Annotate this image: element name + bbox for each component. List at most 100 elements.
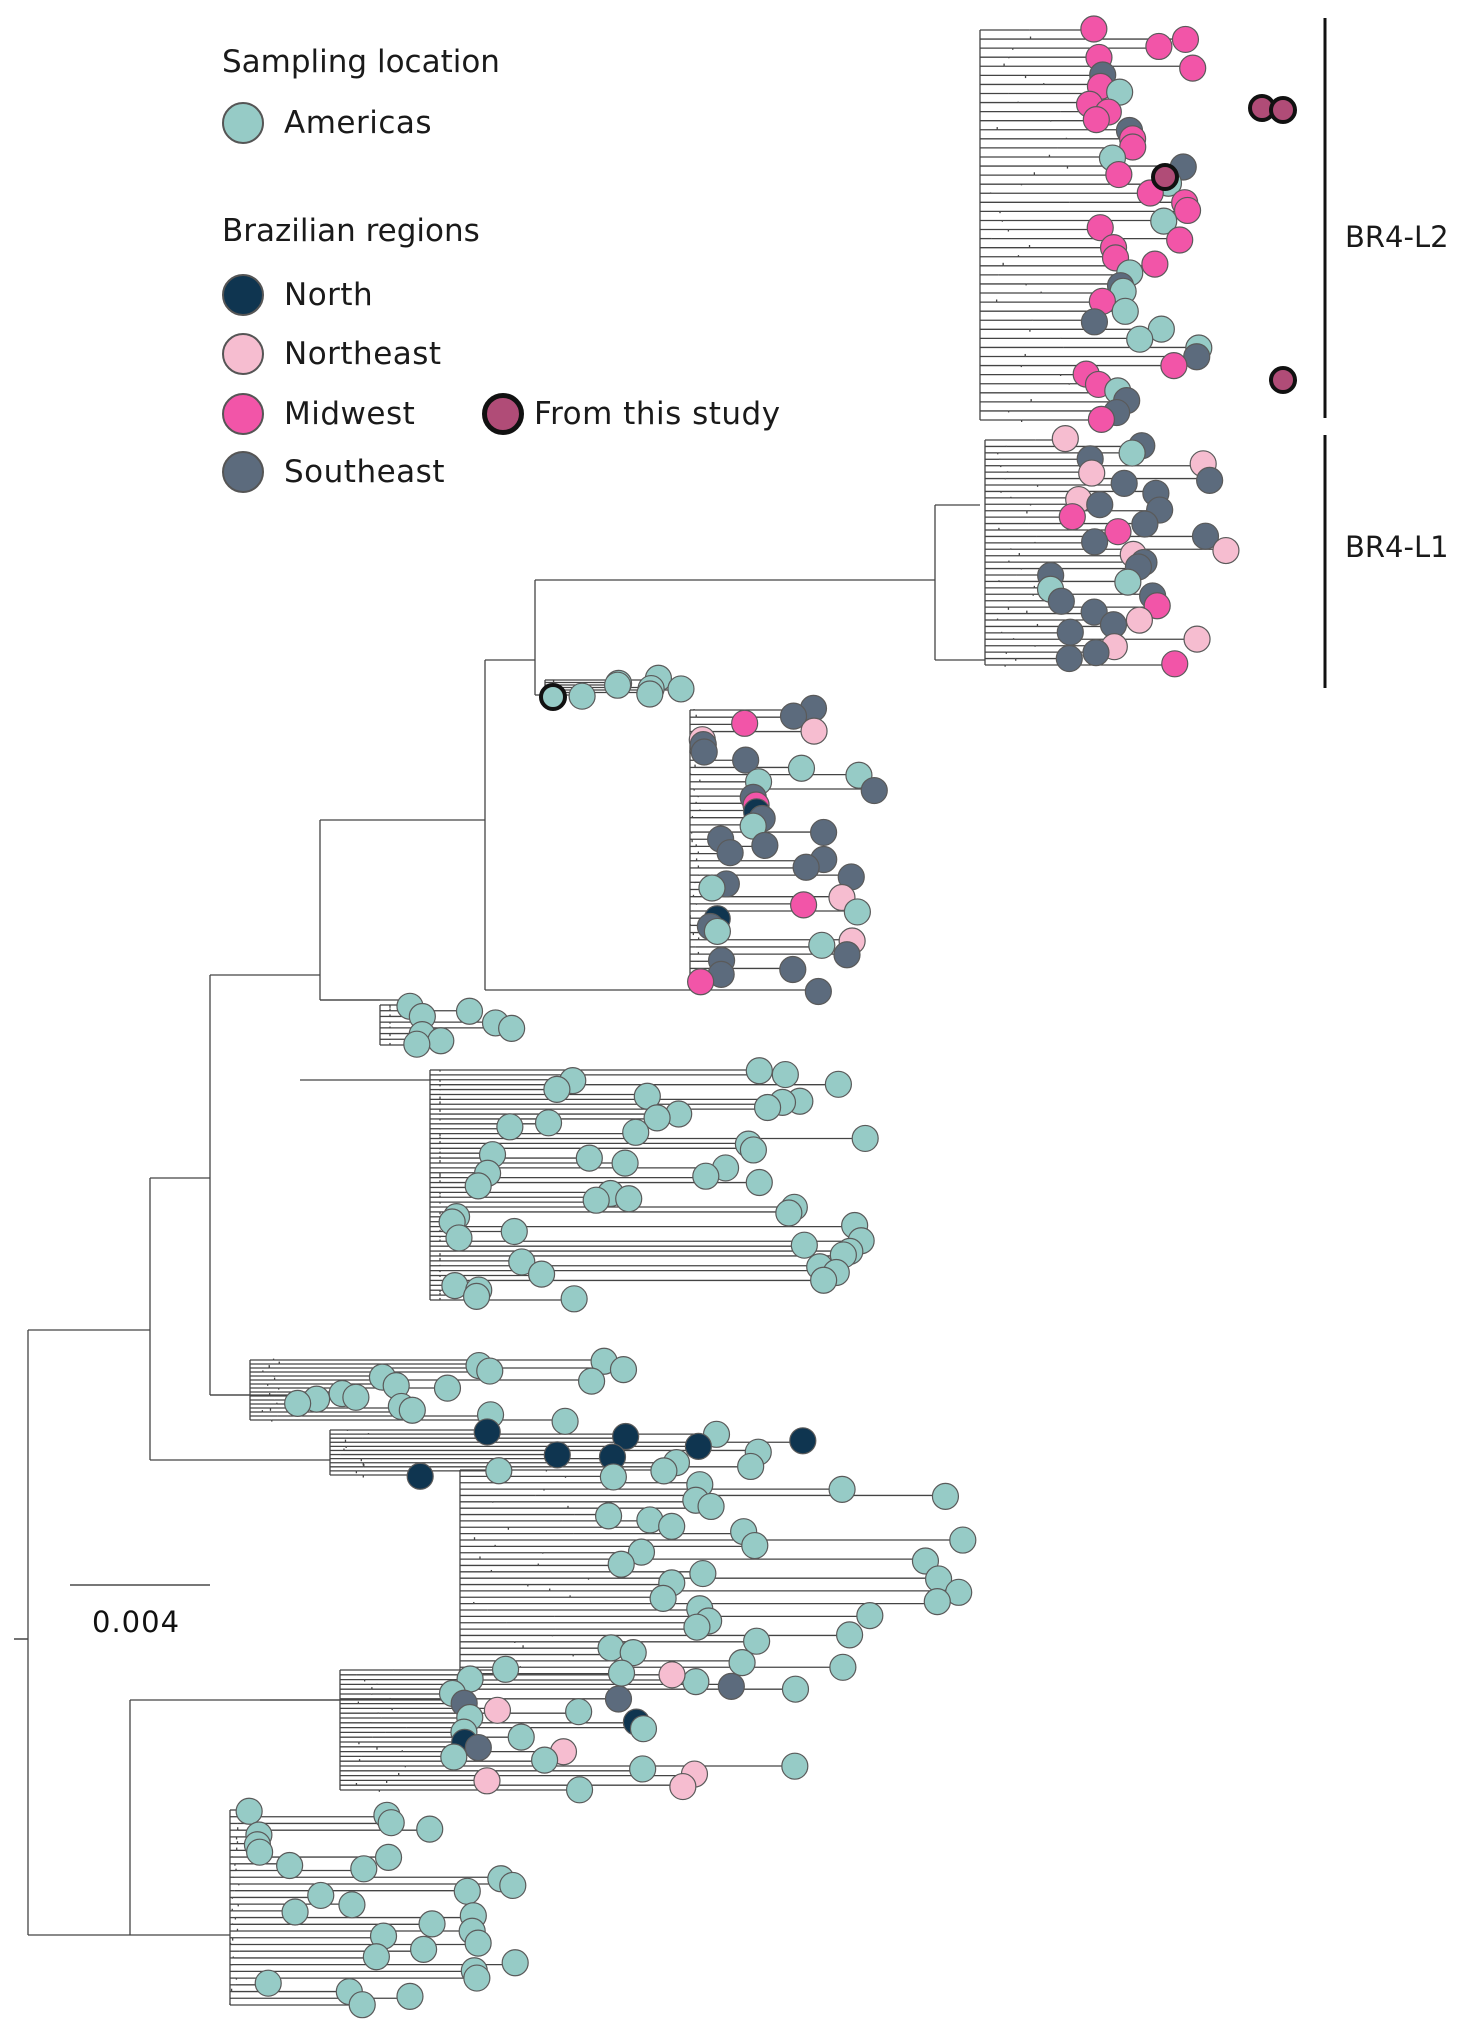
tip-node bbox=[1082, 105, 1110, 134]
tip-node bbox=[455, 997, 484, 1025]
tip-node bbox=[731, 709, 759, 737]
tip-node bbox=[597, 1634, 625, 1662]
tip-node bbox=[500, 1217, 528, 1246]
tip-node bbox=[781, 1752, 809, 1780]
tip-node bbox=[1104, 518, 1132, 546]
tip-node bbox=[1179, 54, 1207, 82]
tip-node bbox=[235, 1797, 263, 1825]
tip-node bbox=[716, 839, 744, 867]
tip-node bbox=[692, 1162, 720, 1190]
tip-node bbox=[565, 1776, 594, 1804]
legend-title-sampling: Sampling location bbox=[222, 44, 500, 80]
legend-item-from-this-study: From this study bbox=[482, 393, 781, 435]
tip-from-this-study bbox=[1269, 96, 1297, 124]
tip-node bbox=[800, 717, 828, 745]
tip-node bbox=[1110, 469, 1138, 497]
tip-node bbox=[433, 1374, 462, 1402]
tip-node bbox=[683, 1613, 711, 1641]
tip-node bbox=[829, 1653, 857, 1681]
legend-item-midwest: Midwest bbox=[222, 393, 415, 435]
tip-node bbox=[607, 1659, 636, 1687]
tip-node bbox=[1080, 308, 1109, 336]
tip-node bbox=[1082, 639, 1110, 667]
tip-node bbox=[717, 1672, 745, 1700]
tip-node bbox=[931, 1482, 960, 1510]
tip-node bbox=[779, 955, 807, 984]
tip-node bbox=[741, 1531, 769, 1560]
tip-node bbox=[1161, 650, 1189, 678]
legend-item-north: North bbox=[222, 274, 373, 316]
tip-node bbox=[565, 1698, 593, 1726]
tip-from-this-study bbox=[1269, 366, 1297, 394]
tip-node bbox=[374, 1843, 403, 1871]
legend-item-americas: Americas bbox=[222, 102, 432, 144]
tip-node bbox=[604, 1685, 633, 1713]
tip-node bbox=[745, 1168, 773, 1197]
legend-label-americas: Americas bbox=[284, 105, 433, 141]
tip-node bbox=[604, 671, 632, 699]
tip-node bbox=[1126, 325, 1154, 353]
tip-node bbox=[377, 1809, 405, 1837]
tip-node bbox=[463, 1964, 491, 1992]
legend-label-midwest: Midwest bbox=[284, 396, 416, 432]
midwest-swatch-icon bbox=[222, 393, 264, 435]
tip-node bbox=[1191, 522, 1220, 550]
tip-node bbox=[650, 1457, 678, 1485]
legend-label-northeast: Northeast bbox=[284, 336, 442, 372]
tip-node bbox=[682, 1668, 710, 1696]
americas-swatch-icon bbox=[222, 102, 264, 144]
tip-node bbox=[923, 1588, 951, 1616]
tip-node bbox=[789, 1427, 817, 1455]
tip-node bbox=[792, 853, 820, 881]
tip-node bbox=[1105, 160, 1133, 189]
tip-node bbox=[751, 831, 779, 860]
tip-node bbox=[629, 1715, 658, 1743]
tree-tips bbox=[235, 15, 1297, 2019]
tip-node bbox=[808, 931, 836, 959]
tip-node bbox=[667, 675, 695, 703]
tip-node bbox=[464, 1733, 492, 1762]
tip-node bbox=[1160, 351, 1188, 380]
clade-label-br4-l2: BR4-L2 bbox=[1345, 220, 1449, 254]
tip-node bbox=[658, 1512, 686, 1540]
tip-node bbox=[615, 1185, 643, 1213]
tip-node bbox=[745, 1057, 773, 1085]
tip-node bbox=[1173, 196, 1202, 225]
tip-node bbox=[254, 1969, 282, 1997]
tip-node bbox=[824, 1070, 852, 1098]
tip-node bbox=[689, 1559, 717, 1588]
tip-node bbox=[804, 977, 832, 1006]
tip-node bbox=[643, 1104, 671, 1132]
tip-node bbox=[1078, 459, 1106, 487]
tip-node bbox=[409, 1935, 438, 1964]
tip-node bbox=[551, 1407, 579, 1435]
tip-node bbox=[398, 1396, 426, 1424]
tip-node bbox=[636, 680, 664, 708]
tip-node bbox=[1087, 405, 1116, 433]
tip-node bbox=[669, 1772, 697, 1801]
tip-node bbox=[1111, 297, 1139, 325]
tip-node bbox=[427, 1027, 455, 1055]
tip-node bbox=[464, 1172, 492, 1200]
tip-node bbox=[739, 1136, 767, 1164]
tip-node bbox=[775, 1199, 803, 1227]
legend-item-southeast: Southeast bbox=[222, 451, 445, 493]
scale-bar-label: 0.004 bbox=[92, 1605, 181, 1639]
tip-node bbox=[833, 941, 861, 969]
tip-node bbox=[507, 1723, 535, 1751]
tip-node bbox=[1145, 32, 1173, 61]
tip-node bbox=[527, 1260, 556, 1288]
tip-node bbox=[350, 1855, 378, 1883]
tip-node bbox=[406, 1462, 434, 1490]
tip-node bbox=[476, 1357, 504, 1385]
tip-node bbox=[697, 1492, 725, 1521]
tip-node bbox=[687, 968, 715, 996]
tip-node bbox=[575, 1144, 603, 1172]
tip-node bbox=[582, 1186, 610, 1214]
tip-node bbox=[1086, 491, 1114, 519]
tip-node bbox=[1080, 15, 1108, 43]
tip-node bbox=[771, 1060, 799, 1089]
tip-node bbox=[949, 1526, 977, 1554]
tip-node bbox=[599, 1463, 627, 1491]
